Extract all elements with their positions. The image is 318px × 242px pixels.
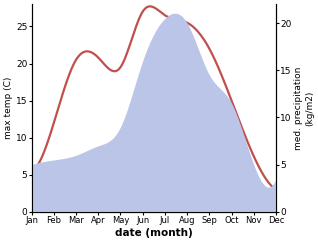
Y-axis label: max temp (C): max temp (C) bbox=[4, 77, 13, 139]
Y-axis label: med. precipitation
(kg/m2): med. precipitation (kg/m2) bbox=[294, 66, 314, 150]
X-axis label: date (month): date (month) bbox=[115, 228, 193, 238]
